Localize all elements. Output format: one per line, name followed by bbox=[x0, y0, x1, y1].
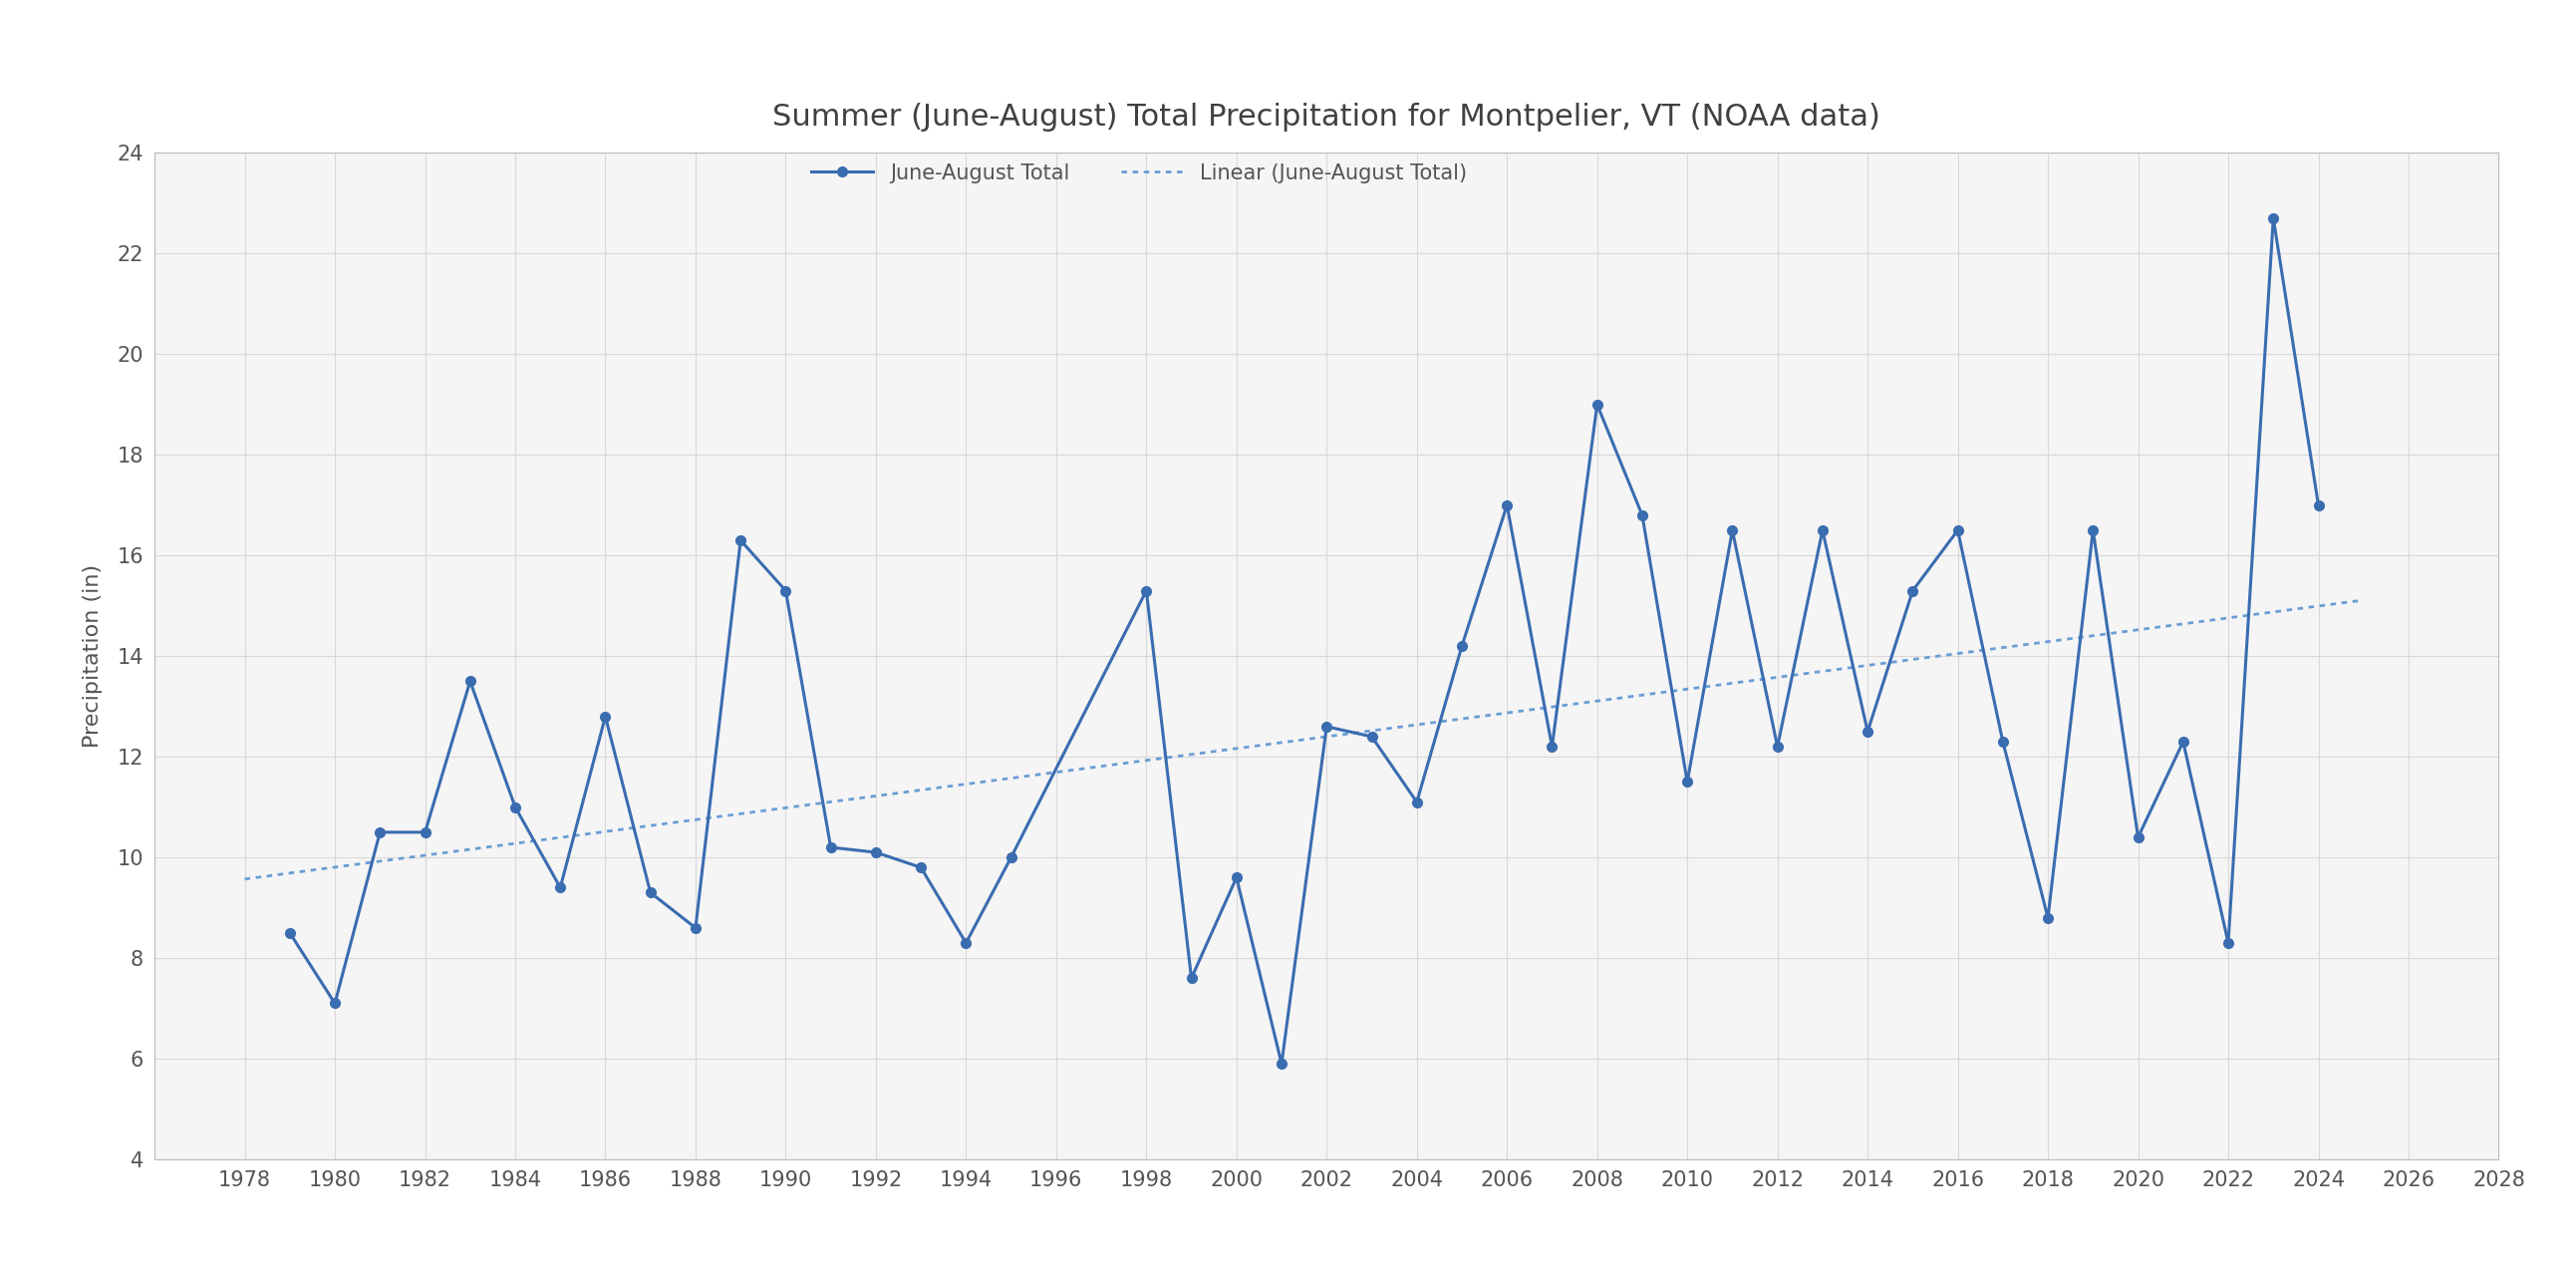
June-August Total bbox=[1762, 739, 1793, 754]
June-August Total bbox=[1177, 971, 1208, 986]
June-August Total bbox=[500, 800, 531, 815]
June-August Total bbox=[410, 824, 440, 840]
June-August Total bbox=[2259, 210, 2290, 225]
June-August Total bbox=[2213, 935, 2244, 950]
June-August Total bbox=[1672, 775, 1703, 790]
June-August Total bbox=[636, 885, 667, 901]
June-August Total bbox=[1538, 739, 1569, 754]
June-August Total bbox=[817, 840, 848, 855]
June-August Total bbox=[1221, 870, 1252, 885]
June-August Total bbox=[951, 935, 981, 950]
June-August Total bbox=[997, 850, 1028, 865]
June-August Total bbox=[366, 824, 397, 840]
June-August Total bbox=[680, 920, 711, 935]
June-August Total bbox=[770, 583, 801, 599]
Title: Summer (June-August) Total Precipitation for Montpelier, VT (NOAA data): Summer (June-August) Total Precipitation… bbox=[773, 102, 1880, 131]
June-August Total bbox=[907, 860, 938, 875]
June-August Total bbox=[2032, 910, 2063, 925]
June-August Total bbox=[2303, 497, 2334, 512]
June-August Total bbox=[2169, 734, 2200, 749]
June-August Total bbox=[860, 845, 891, 860]
June-August Total bbox=[1448, 638, 1479, 654]
June-August Total bbox=[726, 533, 757, 548]
June-August Total bbox=[1942, 522, 1973, 538]
June-August Total bbox=[1358, 729, 1388, 744]
June-August Total bbox=[1267, 1056, 1298, 1071]
June-August Total bbox=[1852, 724, 1883, 739]
June-August Total bbox=[1311, 719, 1342, 734]
June-August Total bbox=[319, 996, 350, 1012]
June-August Total bbox=[546, 880, 577, 896]
June-August Total bbox=[590, 708, 621, 724]
June-August Total bbox=[1401, 795, 1432, 810]
June-August Total bbox=[1989, 734, 2020, 749]
June-August Total bbox=[1899, 583, 1929, 599]
June-August Total bbox=[2079, 522, 2110, 538]
June-August Total bbox=[1131, 583, 1162, 599]
June-August Total bbox=[1718, 522, 1749, 538]
June-August Total bbox=[1628, 507, 1659, 522]
June-August Total bbox=[1492, 497, 1522, 512]
June-August Total bbox=[1808, 522, 1839, 538]
June-August Total bbox=[2123, 829, 2154, 845]
June-August Total bbox=[276, 925, 307, 940]
Y-axis label: Precipitation (in): Precipitation (in) bbox=[82, 564, 103, 748]
June-August Total bbox=[456, 674, 487, 689]
Line: June-August Total: June-August Total bbox=[286, 214, 2324, 1069]
June-August Total bbox=[1582, 397, 1613, 413]
Legend: June-August Total, Linear (June-August Total): June-August Total, Linear (June-August T… bbox=[811, 163, 1468, 183]
